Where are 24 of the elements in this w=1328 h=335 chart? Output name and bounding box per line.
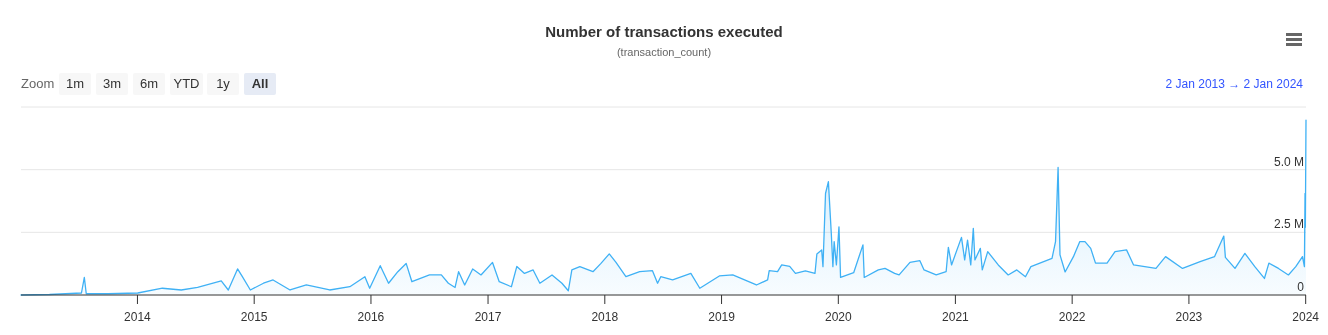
x-tick-label: 2016 xyxy=(357,310,385,324)
y-tick-label: 0 xyxy=(1297,280,1305,294)
text: Zoom xyxy=(21,76,55,91)
x-tick-label: 2024 xyxy=(1292,310,1320,324)
x-tick-label: 2022 xyxy=(1058,310,1086,324)
text: 2 Jan 2013 → 2 Jan 2024 xyxy=(1165,77,1304,91)
text: YTD xyxy=(173,76,200,91)
x-tick-label: 2017 xyxy=(474,310,502,324)
x-tick-label: 2015 xyxy=(240,310,268,324)
text: 3m xyxy=(102,76,122,91)
x-tick-label: 2023 xyxy=(1175,310,1203,324)
chart-title: Number of transactions executed xyxy=(545,23,783,40)
x-tick-label: 2019 xyxy=(708,310,736,324)
x-tick-label: 2021 xyxy=(942,310,970,324)
text: 1y xyxy=(216,76,231,91)
x-tick-label: 2018 xyxy=(591,310,619,324)
y-tick-label: 2.5 M xyxy=(1273,217,1304,232)
chart-subtitle: (transaction_count) xyxy=(616,46,712,58)
x-tick-label: 2014 xyxy=(124,310,152,324)
text: 1m xyxy=(65,76,85,91)
x-tick-label: 2020 xyxy=(824,310,852,324)
text: All xyxy=(251,76,269,91)
text: 6m xyxy=(139,76,159,91)
y-tick-label: 5.0 M xyxy=(1273,154,1304,169)
